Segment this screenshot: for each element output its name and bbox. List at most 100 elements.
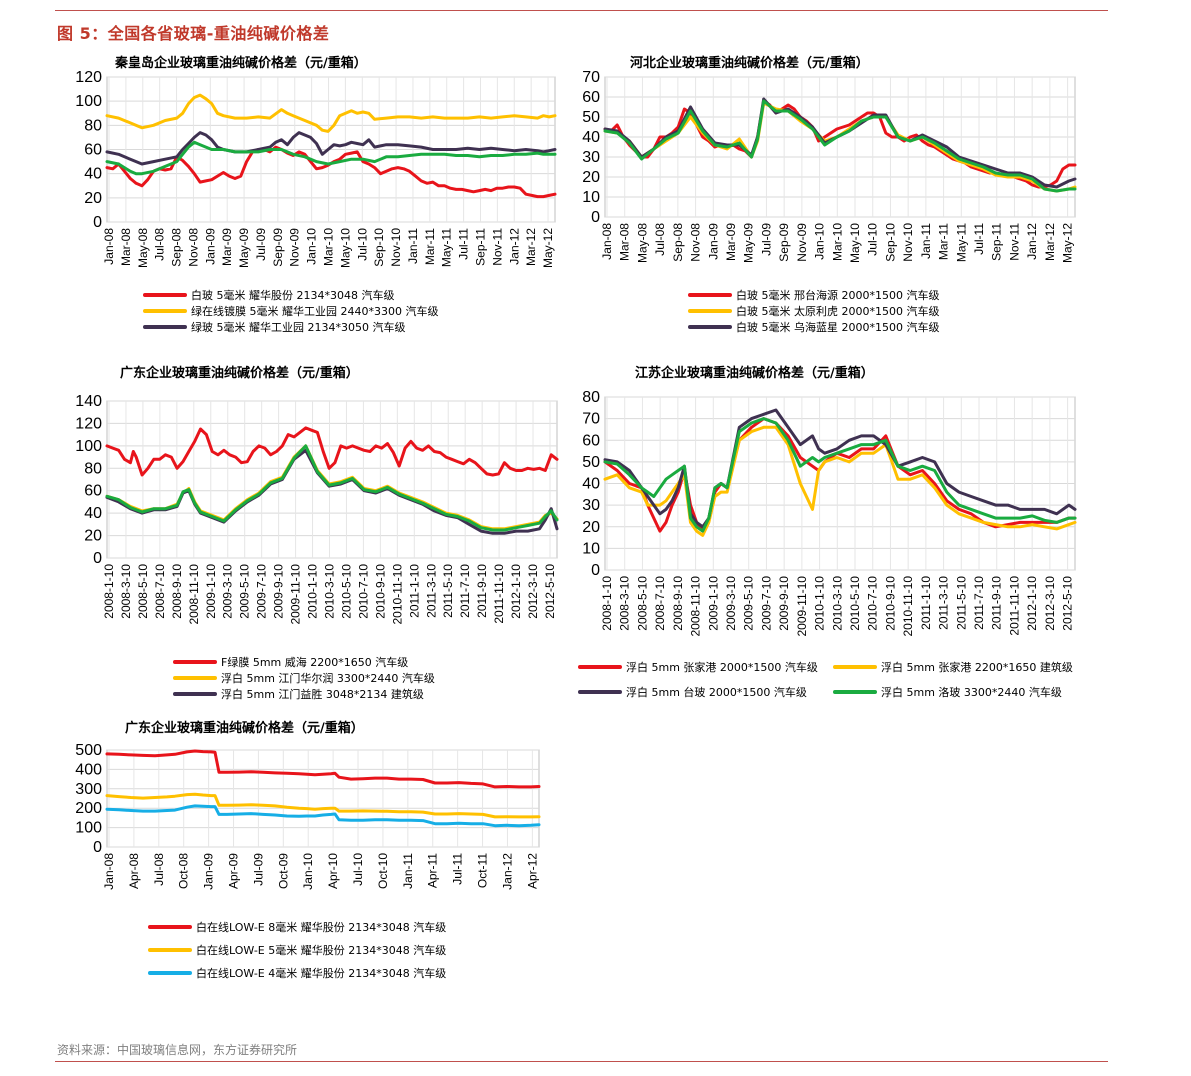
y-tick-label: 10 <box>582 189 600 206</box>
x-tick-label: Jul-11 <box>457 228 471 260</box>
x-tick-label: Apr-11 <box>426 853 440 888</box>
x-tick-label: Oct-08 <box>177 853 191 889</box>
x-tick-label: May-09 <box>237 228 251 268</box>
x-tick-label: 2009-7-10 <box>255 564 269 619</box>
y-tick-label: 70 <box>582 69 600 86</box>
y-tick-label: 0 <box>93 214 102 231</box>
x-tick-label: May-11 <box>440 228 454 267</box>
y-tick-label: 20 <box>84 190 102 207</box>
x-tick-label: May-12 <box>541 228 555 268</box>
x-tick-label: 2010-5-10 <box>848 576 862 631</box>
x-tick-label: 2008-11-10 <box>187 564 201 625</box>
series-line-3 <box>105 131 557 166</box>
legend-label: 白玻 5毫米 太原利虎 2000*1500 汽车级 <box>736 304 939 318</box>
x-tick-label: 2008-1-10 <box>102 564 116 619</box>
legend-label: 浮白 5mm 张家港 2000*1500 汽车级 <box>626 660 818 674</box>
x-tick-label: 2008-5-10 <box>635 576 649 631</box>
y-tick-label: 80 <box>582 389 600 406</box>
bottom-rule <box>55 1061 1108 1062</box>
x-tick-label: May-12 <box>1061 223 1075 263</box>
x-tick-label: May-09 <box>742 223 756 263</box>
x-tick-label: 2009-7-10 <box>759 576 773 631</box>
x-tick-label: Nov-08 <box>186 228 200 267</box>
x-tick-label: Jul-09 <box>254 228 268 261</box>
x-tick-label: Mar-11 <box>937 223 951 260</box>
series-line-2 <box>603 425 1077 537</box>
y-tick-label: 0 <box>591 209 600 226</box>
y-tick-label: 20 <box>582 519 600 536</box>
x-tick-label: Mar-09 <box>220 228 234 266</box>
x-tick-label: Apr-12 <box>525 853 539 889</box>
legend-label: 浮白 5mm 江门华尔润 3300*2440 汽车级 <box>221 671 435 685</box>
x-tick-label: Jan-10 <box>301 853 315 890</box>
x-tick-label: 2010-7-10 <box>866 576 880 631</box>
legend-label: F绿膜 5mm 威海 2200*1650 汽车级 <box>221 655 408 669</box>
plot-frame <box>106 400 558 559</box>
x-tick-label: 2011-11-10 <box>1007 576 1021 636</box>
x-tick-label: Sep-10 <box>883 223 897 262</box>
x-tick-label: Jan-11 <box>406 228 420 264</box>
y-tick-label: 140 <box>75 393 102 410</box>
y-tick-label: 40 <box>582 129 600 146</box>
x-tick-label: Mar-10 <box>830 223 844 261</box>
x-tick-label: Jan-10 <box>813 223 827 260</box>
x-tick-label: Jul-10 <box>355 228 369 261</box>
chart-title: 江苏企业玻璃重油纯碱价格差（元/重箱） <box>635 365 874 381</box>
x-tick-label: 2012-3-10 <box>1043 576 1057 631</box>
x-tick-label: 2011-5-10 <box>954 576 968 630</box>
x-tick-label: Sep-11 <box>990 223 1004 261</box>
x-tick-label: Nov-09 <box>288 228 302 267</box>
x-tick-label: Oct-11 <box>476 853 490 888</box>
x-tick-label: 2009-9-10 <box>777 576 791 631</box>
x-tick-label: 2009-9-10 <box>272 564 286 619</box>
x-tick-label: Nov-11 <box>490 228 504 266</box>
x-tick-label: 2010-1-10 <box>306 564 320 619</box>
chart-svg: 广东企业玻璃重油纯碱价格差（元/重箱） 0 100 200 300 400 500 Jan-0… <box>75 720 541 980</box>
y-tick-label: 30 <box>582 149 600 166</box>
x-tick-label: Jan-08 <box>102 228 116 265</box>
x-tick-label: Sep-11 <box>473 228 487 266</box>
x-tick-label: 2010-1-10 <box>813 576 827 631</box>
series-line-1 <box>105 749 541 789</box>
x-tick-label: 2011-1-10 <box>407 564 421 618</box>
y-tick-label: 30 <box>582 497 600 514</box>
x-tick-label: Jan-09 <box>706 223 720 260</box>
x-tick-label: 2008-7-10 <box>653 576 667 631</box>
x-tick-label: Sep-09 <box>271 228 285 267</box>
x-tick-label: Mar-09 <box>724 223 738 261</box>
legend-label: 浮白 5mm 江门益胜 3048*2134 建筑级 <box>221 687 424 701</box>
x-tick-label: Nov-10 <box>389 228 403 267</box>
chart-guangdong-1: 广东企业玻璃重油纯碱价格差（元/重箱） 0 20 40 60 80 100 120 140 200… <box>55 365 575 710</box>
y-tick-label: 80 <box>84 117 102 134</box>
x-tick-label: Jul-08 <box>153 228 167 261</box>
chart-svg: 秦皇岛企业玻璃重油纯碱价格差（元/重箱） 0 20 40 60 80 100 120 Jan-0… <box>75 55 557 334</box>
legend-label: 绿在线镀膜 5毫米 耀华工业园 2440*3300 汽车级 <box>191 304 438 318</box>
y-tick-label: 500 <box>75 742 102 759</box>
chart-title: 广东企业玻璃重油纯碱价格差（元/重箱） <box>120 365 359 381</box>
y-tick-label: 40 <box>84 505 102 522</box>
x-tick-label: Jul-08 <box>653 223 667 256</box>
series-line-1 <box>105 426 559 477</box>
x-tick-label: 2011-7-10 <box>458 564 472 618</box>
x-tick-label: 2010-5-10 <box>339 564 353 619</box>
x-tick-label: 2011-3-10 <box>937 576 951 630</box>
x-tick-label: Mar-08 <box>618 223 632 261</box>
x-tick-label: 2008-1-10 <box>600 576 614 631</box>
chart-svg: 江苏企业玻璃重油纯碱价格差（元/重箱） 0 10 20 30 40 50 60 70 80 2008… <box>578 365 1077 699</box>
y-tick-label: 0 <box>93 550 102 567</box>
y-tick-label: 70 <box>582 411 600 428</box>
x-tick-label: 2010-3-10 <box>830 576 844 631</box>
x-tick-label: 2012-5-10 <box>543 564 557 619</box>
x-tick-label: 2009-1-10 <box>204 564 218 619</box>
source-note: 资料来源：中国玻璃信息网，东方证券研究所 <box>57 1043 298 1057</box>
x-tick-label: 2008-5-10 <box>136 564 150 619</box>
x-tick-label: Jan-11 <box>401 853 415 889</box>
x-tick-label: Jan-09 <box>203 228 217 265</box>
y-tick-label: 200 <box>75 800 102 817</box>
x-tick-label: 2010-7-10 <box>356 564 370 619</box>
top-rule <box>55 10 1108 11</box>
y-tick-label: 60 <box>582 89 600 106</box>
y-tick-label: 0 <box>93 839 102 856</box>
x-tick-label: May-08 <box>635 223 649 263</box>
chart-hebei: 河北企业玻璃重油纯碱价格差（元/重箱） 0 10 20 30 40 50 60 70 Jan-08… <box>575 55 1095 345</box>
